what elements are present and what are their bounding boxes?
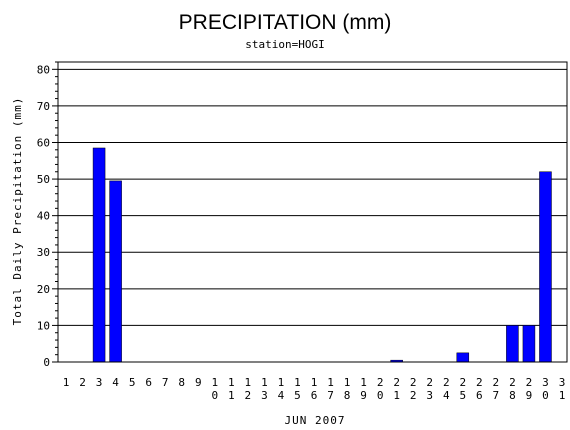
y-tick-label: 80 — [37, 63, 50, 76]
chart-subtitle: station=HOGI — [245, 38, 324, 51]
chart-title: PRECIPITATION (mm) — [179, 11, 392, 34]
x-tick-label: 5 — [294, 389, 301, 402]
x-tick-label: 6 — [311, 389, 318, 402]
x-tick-label: 2 — [377, 376, 384, 389]
x-tick-label: 3 — [261, 389, 268, 402]
bar — [539, 171, 552, 363]
x-tick-label: 1 — [327, 376, 334, 389]
plot-frame — [57, 61, 568, 363]
x-tick-label: 0 — [542, 389, 549, 402]
bar — [92, 147, 106, 363]
x-tick-label: 2 — [245, 389, 252, 402]
bar — [109, 180, 122, 363]
x-tick-label: 2 — [79, 376, 86, 389]
x-tick-label: 7 — [327, 389, 334, 402]
x-tick-label: 1 — [360, 376, 367, 389]
x-tick-label: 3 — [426, 389, 433, 402]
x-tick-label: 2 — [393, 376, 400, 389]
x-tick-label: 1 — [311, 376, 318, 389]
gridlines — [58, 68, 567, 326]
x-tick-label: 9 — [526, 389, 533, 402]
x-tick-label: 0 — [377, 389, 384, 402]
y-axis-label: Total Daily Precipitation (mm) — [11, 97, 24, 326]
x-tick-label: 2 — [476, 376, 483, 389]
x-tick-label: 1 — [294, 376, 301, 389]
x-tick-label: 1 — [228, 376, 235, 389]
x-axis-ticks: 1 2 3 4 5 6 7 8 9 1011121314151617181920212223242… — [63, 376, 566, 402]
x-tick-label: 5 — [459, 389, 466, 402]
x-tick-label: 1 — [344, 376, 351, 389]
x-tick-label: 4 — [278, 389, 285, 402]
x-tick-label: 2 — [443, 376, 450, 389]
x-tick-label: 0 — [211, 389, 218, 402]
x-tick-label: 1 — [245, 376, 252, 389]
x-tick-label: 2 — [410, 389, 417, 402]
x-tick-label: 6 — [145, 376, 152, 389]
x-tick-label: 9 — [195, 376, 202, 389]
x-tick-label: 1 — [63, 376, 70, 389]
bar — [456, 352, 470, 363]
x-tick-label: 2 — [459, 376, 466, 389]
x-tick-label: 2 — [426, 376, 433, 389]
y-axis-ticks: 0 10 20 30 40 50 60 70 80 — [37, 61, 58, 369]
x-tick-label: 7 — [493, 389, 500, 402]
y-tick-label: 10 — [37, 319, 50, 332]
x-tick-label: 1 — [393, 389, 400, 402]
y-tick-label: 30 — [37, 246, 50, 259]
x-tick-label: 1 — [211, 376, 218, 389]
x-tick-label: 1 — [228, 389, 235, 402]
x-tick-label: 2 — [526, 376, 533, 389]
x-tick-label: 2 — [410, 376, 417, 389]
y-tick-label: 70 — [37, 100, 50, 113]
x-tick-label: 2 — [509, 376, 516, 389]
y-tick-label: 0 — [43, 356, 50, 369]
x-tick-label: 6 — [476, 389, 483, 402]
x-tick-label: 4 — [443, 389, 450, 402]
x-tick-label: 1 — [278, 376, 285, 389]
y-tick-label: 20 — [37, 283, 50, 296]
x-tick-label: 3 — [542, 376, 549, 389]
bars — [92, 147, 552, 363]
x-tick-label: 1 — [261, 376, 268, 389]
x-tick-label: 3 — [96, 376, 103, 389]
x-tick-label: 9 — [360, 389, 367, 402]
x-tick-label: 8 — [344, 389, 351, 402]
x-tick-label: 2 — [493, 376, 500, 389]
x-tick-label: 3 — [559, 376, 566, 389]
x-tick-label: 5 — [129, 376, 136, 389]
x-tick-label: 4 — [112, 376, 119, 389]
y-tick-label: 40 — [37, 210, 50, 223]
y-tick-label: 60 — [37, 136, 50, 149]
x-tick-label: 8 — [509, 389, 516, 402]
y-tick-label: 50 — [37, 173, 50, 186]
x-axis-label: JUN 2007 — [285, 414, 346, 427]
x-tick-label: 8 — [178, 376, 185, 389]
bar — [522, 325, 536, 363]
bar — [506, 325, 519, 363]
x-tick-label: 7 — [162, 376, 169, 389]
x-tick-label: 1 — [559, 389, 566, 402]
